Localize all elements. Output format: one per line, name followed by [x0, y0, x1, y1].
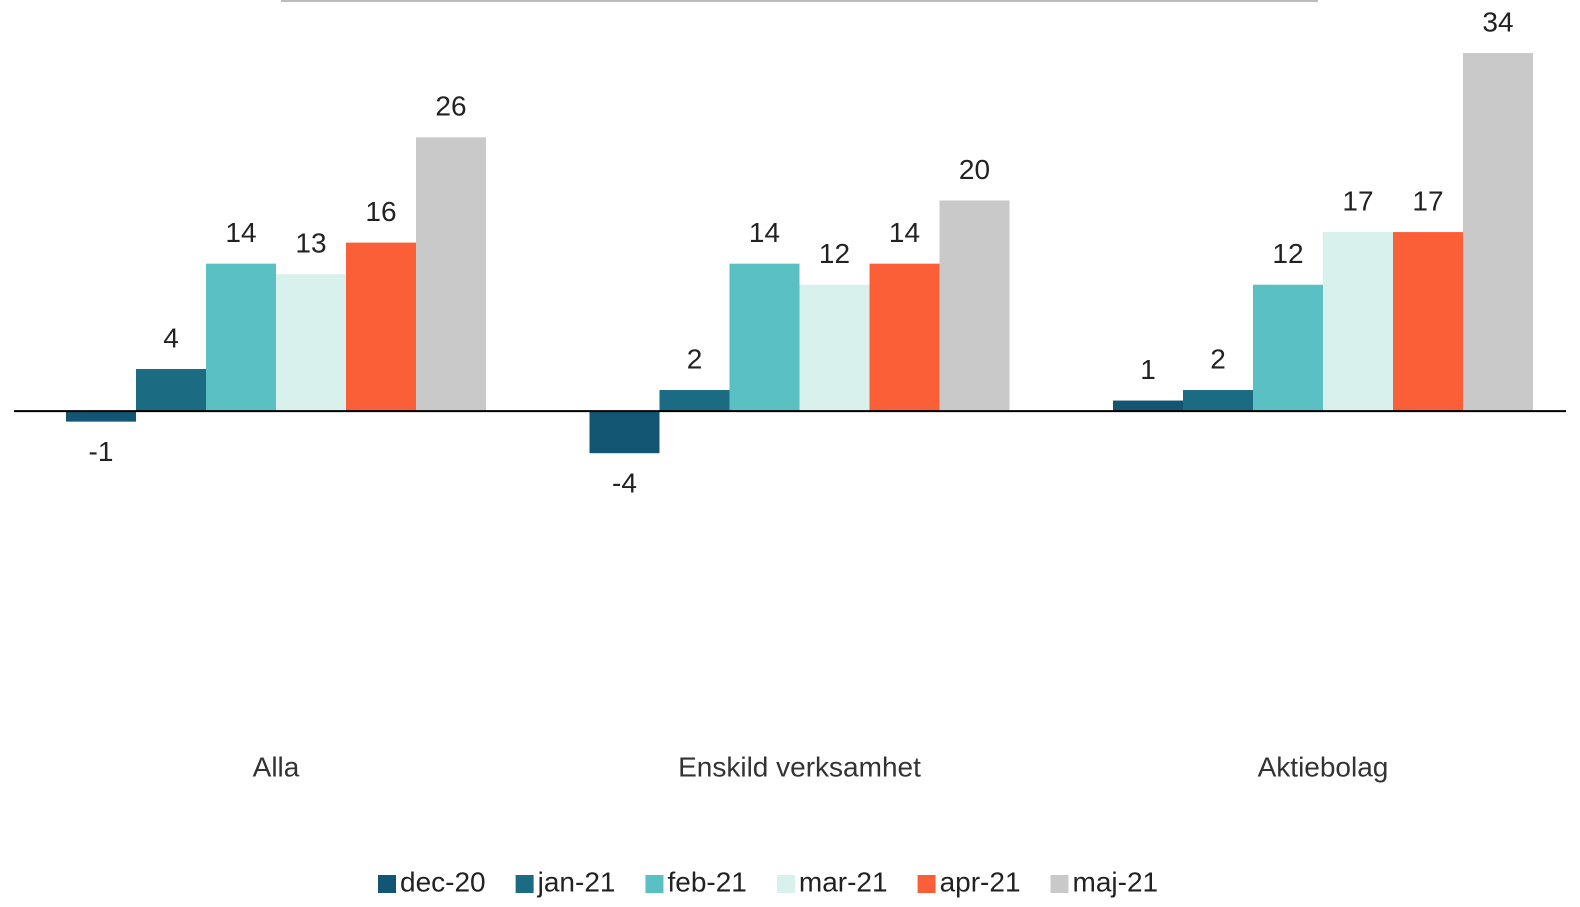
data-label: 14 — [889, 217, 920, 248]
x-tick-label: Enskild verksamhet — [678, 751, 921, 782]
data-label: 14 — [225, 217, 256, 248]
legend-label: mar-21 — [799, 866, 888, 897]
legend-label: feb-21 — [667, 866, 746, 897]
data-label: 12 — [819, 238, 850, 269]
legend-swatch — [776, 875, 795, 893]
bar — [939, 200, 1010, 412]
legend-swatch — [515, 875, 534, 893]
data-label: 14 — [749, 217, 780, 248]
bar — [1183, 390, 1253, 412]
bar — [799, 284, 870, 412]
data-label: 2 — [1210, 343, 1226, 374]
legend-label: maj-21 — [1073, 866, 1159, 897]
legend-label: dec-20 — [400, 866, 486, 897]
data-label: -4 — [612, 468, 637, 499]
bar — [276, 274, 346, 412]
legend-swatch — [645, 875, 664, 893]
bar — [1323, 232, 1393, 412]
data-label: 1 — [1140, 354, 1156, 385]
data-label: 4 — [163, 322, 179, 353]
bar — [869, 263, 940, 412]
data-label: 20 — [959, 154, 990, 185]
bar — [66, 411, 136, 422]
data-label: 17 — [1412, 185, 1443, 216]
data-label: 17 — [1342, 185, 1373, 216]
bar — [136, 368, 206, 412]
bar — [1393, 232, 1463, 412]
data-label: 16 — [365, 196, 396, 227]
bar — [1253, 284, 1323, 412]
legend-label: jan-21 — [537, 866, 616, 897]
bar — [589, 411, 660, 454]
legend-label: apr-21 — [940, 866, 1021, 897]
data-label: 34 — [1482, 6, 1513, 37]
bar — [206, 263, 276, 412]
bar — [729, 263, 800, 412]
legend-swatch — [378, 875, 396, 893]
legend-swatch — [917, 875, 936, 893]
legend-swatch — [1050, 875, 1069, 893]
data-label: 26 — [435, 91, 466, 122]
bar — [1463, 53, 1533, 412]
bar — [416, 137, 486, 412]
x-tick-label: Alla — [253, 751, 300, 782]
bar — [346, 242, 416, 412]
data-label: 12 — [1272, 238, 1303, 269]
data-label: 13 — [295, 228, 326, 259]
bar — [1113, 400, 1183, 412]
bar — [659, 390, 730, 412]
x-tick-label: Aktiebolag — [1258, 751, 1389, 782]
data-label: -1 — [89, 436, 114, 467]
data-label: 2 — [687, 343, 703, 374]
